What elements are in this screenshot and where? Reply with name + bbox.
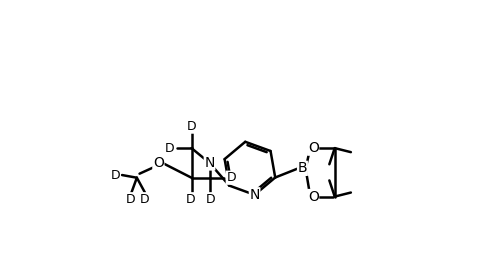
Text: N: N (204, 156, 214, 170)
Text: D: D (125, 193, 135, 206)
Text: D: D (140, 193, 149, 206)
Text: N: N (249, 188, 259, 202)
Text: O: O (307, 141, 318, 155)
Text: D: D (165, 142, 174, 154)
Text: D: D (226, 171, 235, 184)
Text: D: D (205, 193, 215, 206)
Text: D: D (110, 169, 120, 181)
Text: O: O (307, 190, 318, 203)
Text: B: B (297, 161, 307, 175)
Text: D: D (185, 193, 194, 206)
Text: D: D (186, 120, 196, 133)
Text: O: O (153, 156, 164, 170)
